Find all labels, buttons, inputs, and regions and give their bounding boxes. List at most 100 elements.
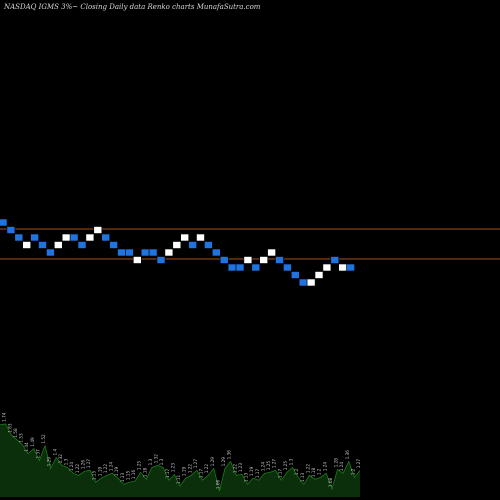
renko-brick-up (322, 263, 332, 272)
renko-brick-up (267, 248, 276, 257)
volume-value-label: 1.19 (114, 467, 119, 477)
renko-brick-up (196, 233, 205, 242)
renko-brick-down (227, 263, 237, 272)
renko-brick-down (109, 241, 118, 249)
volume-value-label: 1.13 (300, 473, 305, 483)
renko-brick-down (283, 263, 292, 272)
volume-value-label: 1.22 (103, 464, 108, 474)
volume-value-label: 1.29 (221, 457, 226, 467)
volume-value-label: 1.37 (35, 449, 40, 459)
volume-value-label: 1.2 (350, 468, 355, 475)
volume-value-label: 1.24 (109, 462, 114, 472)
renko-brick-down (117, 248, 126, 257)
volume-value-label: 1.11 (176, 474, 181, 484)
renko-brick-down (235, 263, 245, 272)
renko-brick-down (101, 233, 110, 242)
volume-area (0, 423, 361, 497)
renko-brick-down (38, 241, 47, 249)
volume-value-label: 1.24 (322, 462, 327, 472)
volume-value-label: 1.32 (58, 454, 63, 464)
volume-value-label: 1.15 (125, 471, 130, 481)
volume-value-label: 1.29 (210, 457, 215, 467)
renko-brick-down (125, 248, 134, 257)
volume-value-label: 1.17 (199, 469, 204, 479)
volume-value-label: 1.27 (193, 459, 198, 469)
volume-value-label: 1.25 (137, 461, 142, 471)
volume-value-label: 1.19 (249, 467, 254, 477)
volume-value-label: 1.52 (41, 434, 46, 444)
renko-brick-down (251, 263, 261, 272)
renko-brick-down (140, 248, 150, 257)
volume-value-label: 1.32 (154, 454, 159, 464)
renko-brick-up (306, 278, 316, 287)
volume-value-label: 1.24 (69, 462, 74, 472)
renko-brick-up (338, 263, 348, 272)
volume-value-label: 1.73 (0, 413, 1, 423)
volume-value-label: 1.08 (328, 477, 333, 487)
renko-brick-up (61, 233, 71, 242)
renko-brick-up (22, 241, 32, 249)
volume-value-label: 1.2 (294, 468, 299, 475)
chart-title: NASDAQ IGMS 3%~ Closing Daily data Renko… (4, 3, 261, 11)
volume-value-label: 1.3 (64, 458, 69, 465)
volume-value-label: 1.22 (187, 464, 192, 474)
volume-value-label: 1.18 (311, 468, 316, 478)
renko-brick-down (46, 248, 55, 257)
volume-value-label: 1.2 (317, 468, 322, 475)
volume-value-label: 1.23 (238, 463, 243, 473)
volume-value-label: 1.25 (266, 461, 271, 471)
renko-brick-up (164, 248, 174, 257)
volume-value-label: 1.53 (19, 433, 24, 443)
renko-brick-up (172, 241, 182, 249)
volume-value-label: 1.19 (182, 467, 187, 477)
volume-value-label: 1.13 (120, 473, 125, 483)
volume-fill (0, 423, 360, 497)
volume-value-label: 1.18 (142, 468, 147, 478)
renko-brick-down (188, 241, 197, 249)
volume-value-label: 1.26 (80, 460, 85, 470)
volume-value-label: 1.06 (215, 479, 220, 489)
volume-value-label: 1.19 (97, 467, 102, 477)
renko-brick-down (148, 248, 158, 257)
renko-brick-up (53, 241, 63, 249)
volume-value-label: 1.27 (272, 459, 277, 469)
volume-value-label: 1.3 (289, 458, 294, 465)
renko-brick-down (275, 256, 284, 264)
renko-brick-down (330, 256, 340, 264)
volume-value-label: 1.3 (148, 458, 153, 465)
volume-value-label: 1.22 (204, 464, 209, 474)
volume-value-label: 1.17 (255, 469, 260, 479)
volume-value-label: 1.25 (283, 461, 288, 471)
volume-value-label: 1.24 (260, 462, 265, 472)
renko-brick-down (69, 233, 79, 242)
renko-brick-up (314, 271, 324, 279)
renko-brick-down (290, 271, 300, 279)
renko-brick-up (180, 233, 189, 242)
renko-brick-down (212, 248, 221, 257)
volume-value-label: 1.44 (24, 442, 29, 452)
renko-brick-down (6, 226, 16, 234)
renko-brick-up (243, 256, 253, 264)
volume-value-label: 1.13 (244, 473, 249, 483)
volume-value-label: 1.29 (47, 457, 52, 467)
renko-brick-down (156, 256, 166, 264)
volume-value-label: 1.15 (92, 471, 97, 481)
renko-brick-down (204, 241, 213, 249)
renko-brick-down (14, 233, 24, 242)
volume-value-label: 1.63 (7, 423, 12, 433)
renko-brick-down (346, 263, 355, 272)
renko-brick-down (30, 233, 39, 242)
volume-value-label: 1.17 (277, 469, 282, 479)
renko-brick-up (85, 233, 95, 242)
volume-value-label: 1.17 (165, 469, 170, 479)
volume-value-label: 1.27 (86, 459, 91, 469)
volume-value-label: 1.22 (305, 464, 310, 474)
renko-brick-down (298, 278, 308, 287)
volume-value-label: 1.58 (13, 428, 18, 438)
renko-brick-down (219, 256, 229, 264)
volume-value-label: 1.22 (232, 464, 237, 474)
volume-value-label: 1.22 (75, 464, 80, 474)
volume-value-label: 1.36 (227, 450, 232, 460)
